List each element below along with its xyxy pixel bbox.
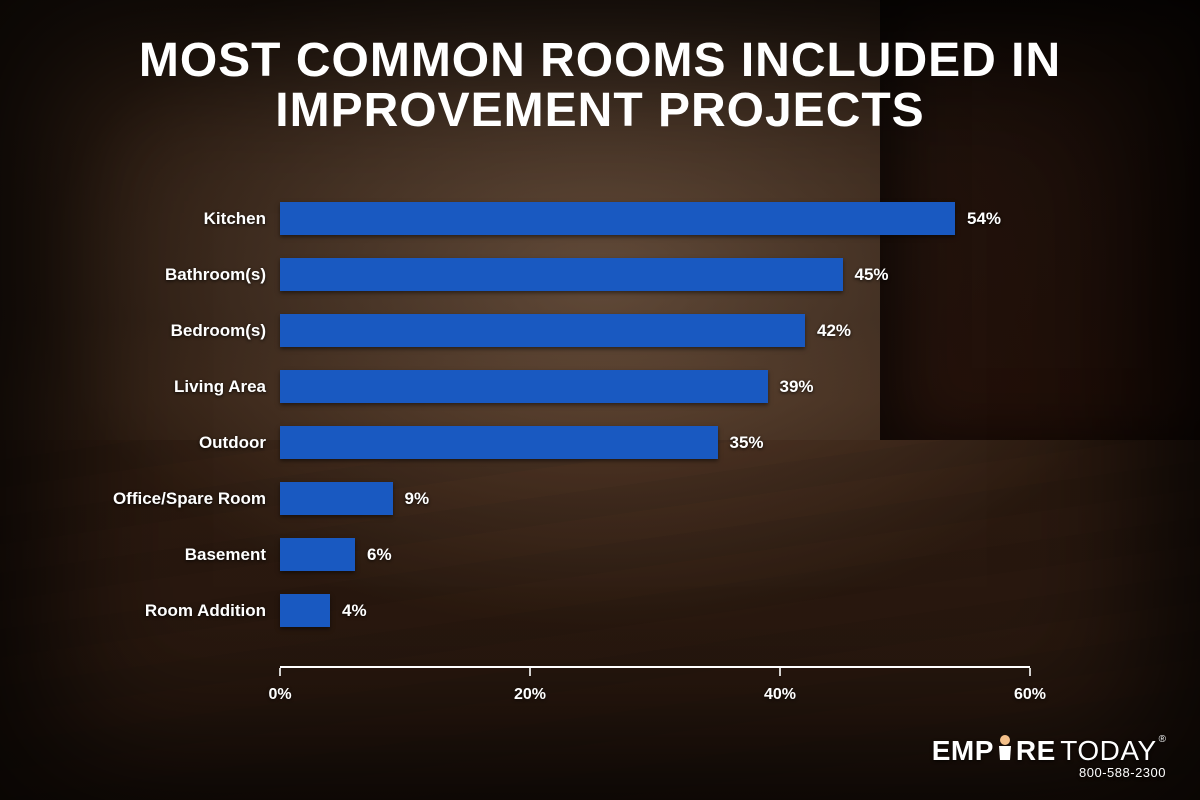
category-label: Bathroom(s) <box>165 265 266 285</box>
bar-row: Bedroom(s)42% <box>280 314 1030 347</box>
bar-row: Outdoor35% <box>280 426 1030 459</box>
value-label: 6% <box>367 545 392 565</box>
brand-logo: EMP RE TODAY® 800-588-2300 <box>932 734 1166 780</box>
category-label: Outdoor <box>199 433 266 453</box>
x-tick <box>1029 668 1031 676</box>
brand-word-emp: EMP <box>932 735 994 766</box>
title-line-1: MOST COMMON ROOMS INCLUDED IN <box>0 36 1200 86</box>
x-tick-label: 20% <box>514 686 546 704</box>
bar <box>280 258 843 291</box>
category-label: Basement <box>185 545 266 565</box>
bar <box>280 482 393 515</box>
value-label: 39% <box>780 377 814 397</box>
bar <box>280 202 955 235</box>
bar <box>280 538 355 571</box>
value-label: 42% <box>817 321 851 341</box>
category-label: Room Addition <box>145 601 266 621</box>
value-label: 54% <box>967 209 1001 229</box>
category-label: Living Area <box>174 377 266 397</box>
x-tick <box>279 668 281 676</box>
chart-title: MOST COMMON ROOMS INCLUDED IN IMPROVEMEN… <box>0 36 1200 137</box>
title-line-2: IMPROVEMENT PROJECTS <box>0 86 1200 136</box>
value-label: 45% <box>855 265 889 285</box>
brand-wordmark: EMP RE TODAY® <box>932 734 1166 767</box>
brand-word-re: RE <box>1016 735 1056 766</box>
bar-row: Bathroom(s)45% <box>280 258 1030 291</box>
bar-row: Room Addition4% <box>280 594 1030 627</box>
bar <box>280 314 805 347</box>
category-label: Office/Spare Room <box>113 489 266 509</box>
x-tick <box>529 668 531 676</box>
plot-area: 0%20%40%60%Kitchen54%Bathroom(s)45%Bedro… <box>280 196 1030 668</box>
bar <box>280 426 718 459</box>
brand-mascot-icon <box>996 734 1014 765</box>
value-label: 4% <box>342 601 367 621</box>
bar-chart: 0%20%40%60%Kitchen54%Bathroom(s)45%Bedro… <box>280 196 1030 668</box>
x-axis-line <box>280 666 1030 668</box>
x-tick-label: 40% <box>764 686 796 704</box>
bar-row: Living Area39% <box>280 370 1030 403</box>
brand-registered-mark: ® <box>1159 734 1166 745</box>
value-label: 35% <box>730 433 764 453</box>
bar-row: Kitchen54% <box>280 202 1030 235</box>
bar-row: Basement6% <box>280 538 1030 571</box>
x-tick <box>779 668 781 676</box>
category-label: Bedroom(s) <box>171 321 266 341</box>
value-label: 9% <box>405 489 430 509</box>
brand-word-today: TODAY <box>1060 735 1156 766</box>
bar <box>280 370 768 403</box>
brand-phone: 800-588-2300 <box>932 765 1166 780</box>
x-tick-label: 0% <box>268 686 291 704</box>
x-tick-label: 60% <box>1014 686 1046 704</box>
category-label: Kitchen <box>204 209 266 229</box>
bar <box>280 594 330 627</box>
bar-row: Office/Spare Room9% <box>280 482 1030 515</box>
